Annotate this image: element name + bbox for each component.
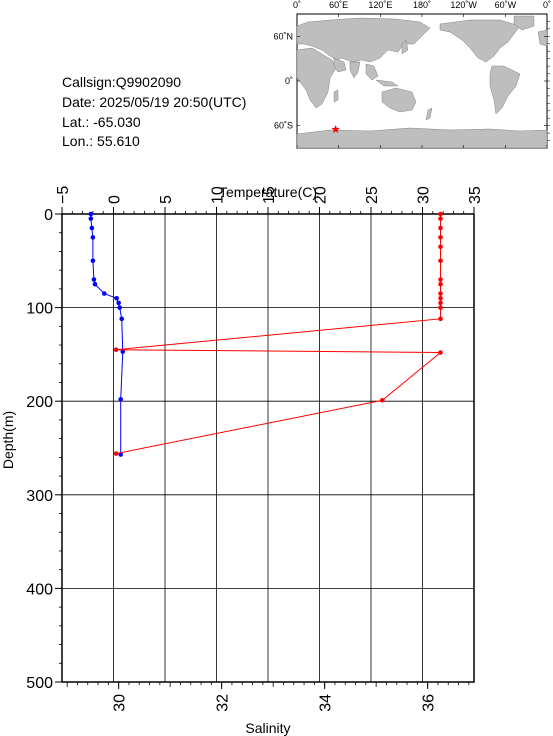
map-lon-label: 120˚W [450, 0, 477, 10]
data-point [119, 316, 125, 322]
y-tick-label: 200 [26, 394, 53, 411]
y-tick-label: 0 [44, 207, 53, 224]
data-point [90, 235, 96, 240]
data-point [113, 451, 119, 456]
bottom-axis-label: Salinity [245, 720, 290, 736]
y-tick-label: 300 [26, 488, 53, 505]
station-star-icon [331, 124, 340, 134]
data-point [91, 277, 97, 282]
bottom-tick-label: 30 [112, 694, 129, 712]
top-tick-label: 25 [364, 186, 381, 204]
bottom-tick-label: 32 [215, 694, 232, 712]
data-point [92, 281, 98, 287]
station-info: Callsign:Q9902090 Date: 2025/05/19 20:50… [62, 74, 246, 149]
bottom-tick-label: 36 [421, 694, 438, 712]
north-america-land [439, 19, 521, 63]
data-point [438, 305, 443, 310]
world-map: 0˚ 60˚E 120˚E 180˚ 120˚W 60˚W 0˚ 60˚N 0˚ 60˚S [273, 0, 551, 149]
top-tick-label: 15 [261, 186, 278, 204]
data-point [118, 397, 124, 402]
japan-land [401, 39, 409, 55]
data-point [114, 295, 119, 301]
map-lon-label: 0˚ [543, 0, 551, 10]
y-tick-label: 500 [26, 675, 53, 692]
data-point [438, 225, 443, 231]
data-point [117, 305, 122, 310]
data-point [438, 316, 443, 322]
y-tick-label: 400 [26, 581, 53, 598]
arabia-land [333, 57, 347, 73]
data-point [90, 258, 96, 264]
top-tick-label: 5 [158, 195, 175, 204]
data-point [438, 258, 443, 264]
top-tick-label: 30 [416, 186, 433, 204]
nz-land [425, 107, 433, 121]
top-tick-label: 10 [210, 186, 227, 204]
top-tick-label: 35 [467, 186, 484, 204]
map-labels: 0˚ 60˚E 120˚E 180˚ 120˚W 60˚W 0˚ 60˚N 0˚ 60˚S [273, 0, 551, 131]
data-point [438, 281, 443, 287]
top-tick-label: 0 [107, 195, 124, 204]
date-text: Date: 2025/05/19 20:50(UTC) [62, 94, 246, 110]
top-axis-label: Temperature(C) [219, 184, 317, 200]
map-land [296, 15, 548, 149]
lon-text: Lon.: 55.610 [62, 133, 140, 149]
madagascar-land [333, 89, 339, 103]
data-point [438, 216, 443, 221]
map-lon-label: 0˚ [293, 0, 301, 10]
data-point [438, 235, 443, 240]
data-point [438, 277, 443, 282]
data-point [116, 300, 121, 306]
data-point [89, 225, 95, 231]
data-point [120, 349, 126, 354]
data-point [438, 295, 443, 301]
series-line [90, 214, 124, 455]
south-america-land [489, 65, 521, 115]
india-land [349, 61, 361, 79]
greenland-land [513, 15, 535, 31]
grid [61, 213, 475, 683]
europe-land [537, 29, 548, 47]
map-lat-label: 0˚ [285, 76, 293, 86]
data-point [438, 244, 443, 250]
lat-text: Lat.: -65.030 [62, 114, 141, 130]
se-asia-land [365, 63, 399, 87]
asia-land [296, 17, 431, 63]
africa-land [296, 47, 337, 109]
callsign-text: Callsign:Q9902090 [62, 74, 181, 90]
data-point [438, 300, 443, 306]
series [88, 211, 443, 457]
data-point [101, 291, 107, 296]
y-tick-label: 100 [26, 301, 53, 318]
map-ticks [296, 14, 550, 148]
map-lon-label: 180˚ [413, 0, 431, 10]
map-lon-label: 60˚W [495, 0, 517, 10]
data-point [438, 211, 443, 217]
station-marker [331, 124, 340, 134]
map-lon-label: 60˚E [329, 0, 348, 10]
data-point [380, 397, 385, 403]
bottom-tick-label: 34 [318, 694, 335, 712]
data-point [438, 291, 443, 296]
data-point [113, 347, 119, 353]
data-point [88, 216, 94, 221]
y-axis-label: Depth(m) [0, 411, 16, 469]
map-lat-label: 60˚N [273, 31, 293, 41]
map-lat-label: 60˚S [274, 121, 293, 131]
data-point [88, 211, 94, 217]
map-lon-label: 120˚E [368, 0, 392, 10]
australia-land [381, 87, 417, 113]
data-point [438, 350, 443, 355]
top-tick-label: −5 [55, 186, 72, 204]
top-tick-label: 20 [313, 186, 330, 204]
